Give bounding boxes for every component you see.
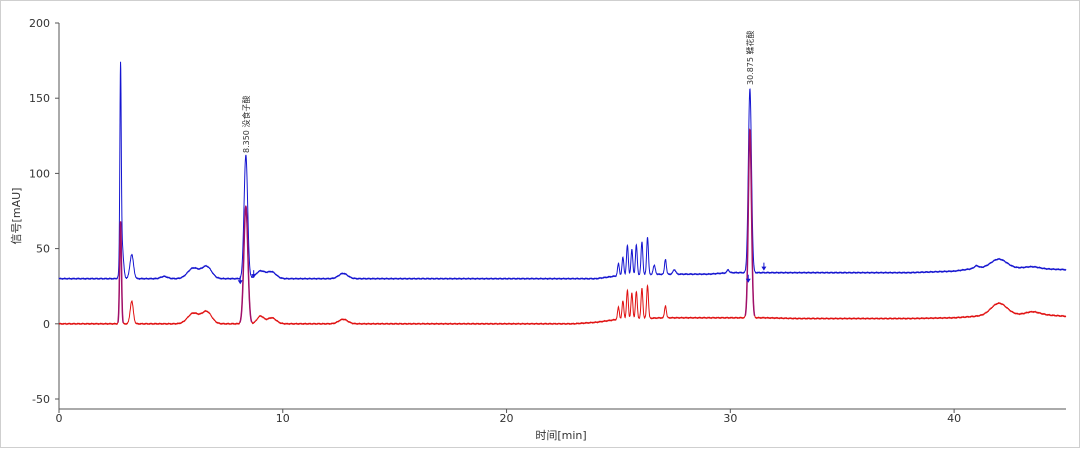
peak-labels: 8.350 没食子酸 30.875 鞣花酸 <box>241 30 755 153</box>
marker-head-2 <box>745 278 751 283</box>
y-tick-label: 150 <box>29 92 50 105</box>
marker-head-1 <box>251 274 257 279</box>
y-ticks: -50 0 50 100 150 200 <box>29 17 59 406</box>
overlap-peak-0 <box>117 221 124 323</box>
overlap-peak-1 <box>239 205 253 323</box>
peak-label-1: 30.875 鞣花酸 <box>745 30 755 85</box>
x-tick-label: 40 <box>947 412 961 425</box>
x-tick-label: 0 <box>56 412 63 425</box>
series-line-1 <box>58 128 1067 326</box>
x-ticks: 0 10 20 30 40 <box>56 409 961 425</box>
x-tick-label: 20 <box>500 412 514 425</box>
overlap-peak-2 <box>744 129 756 316</box>
marker-head-3 <box>761 266 767 271</box>
x-axis-label: 时间[min] <box>535 429 586 442</box>
y-tick-label: 200 <box>29 17 50 30</box>
y-tick-label: 100 <box>29 167 50 180</box>
y-tick-label: 50 <box>36 243 50 256</box>
axes <box>58 23 1066 410</box>
integration-markers <box>237 262 767 285</box>
y-tick-label: -50 <box>32 393 50 406</box>
x-tick-label: 10 <box>276 412 290 425</box>
series-layer <box>58 61 1067 326</box>
series-line-0 <box>58 61 1067 281</box>
y-tick-label: 0 <box>43 318 50 331</box>
y-axis-label: 信号[mAU] <box>10 188 23 245</box>
marker-head-0 <box>237 280 243 285</box>
x-tick-label: 30 <box>723 412 737 425</box>
peak-label-0: 8.350 没食子酸 <box>241 96 251 153</box>
